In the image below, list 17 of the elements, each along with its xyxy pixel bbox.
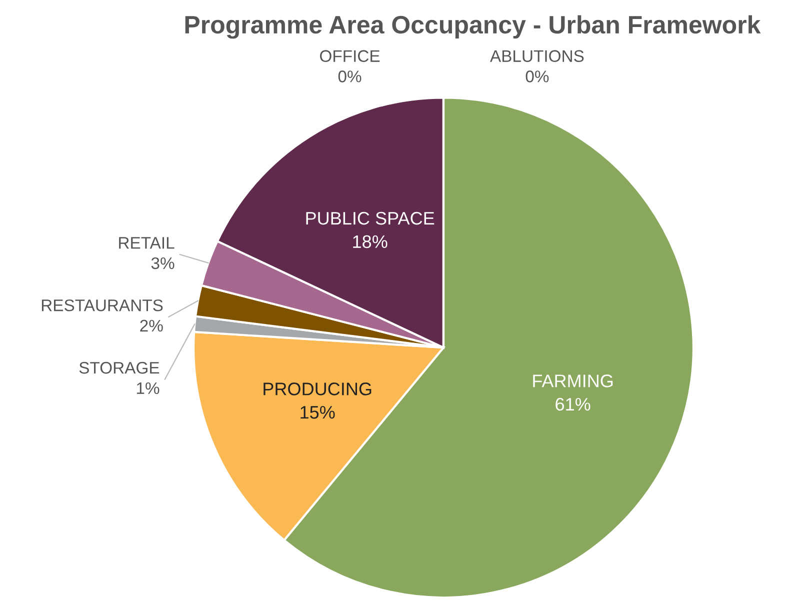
data-label: 3% [151, 257, 174, 270]
text: 0% [526, 70, 549, 82]
data-label: 61% [556, 398, 590, 411]
slice-label: RESTAURANTS [42, 299, 163, 312]
data-label: 18% [353, 235, 388, 248]
chart-title: Programme Area Occupancy - Urban Framework [185, 15, 761, 39]
slice-label: PUBLIC SPACE [306, 212, 434, 225]
slice-label: STORAGE [79, 362, 160, 374]
data-label: 15% [300, 406, 335, 419]
slice-label: PRODUCING [264, 382, 372, 396]
data-label: 1% [136, 382, 160, 394]
data-label: 2% [140, 320, 163, 332]
text: 0% [338, 70, 362, 82]
slice-label: RETAIL [119, 237, 174, 249]
slice-label: FARMING [533, 374, 613, 388]
category-label: OFFICE [320, 50, 380, 62]
category-label: ABLUTIONS [490, 50, 584, 62]
